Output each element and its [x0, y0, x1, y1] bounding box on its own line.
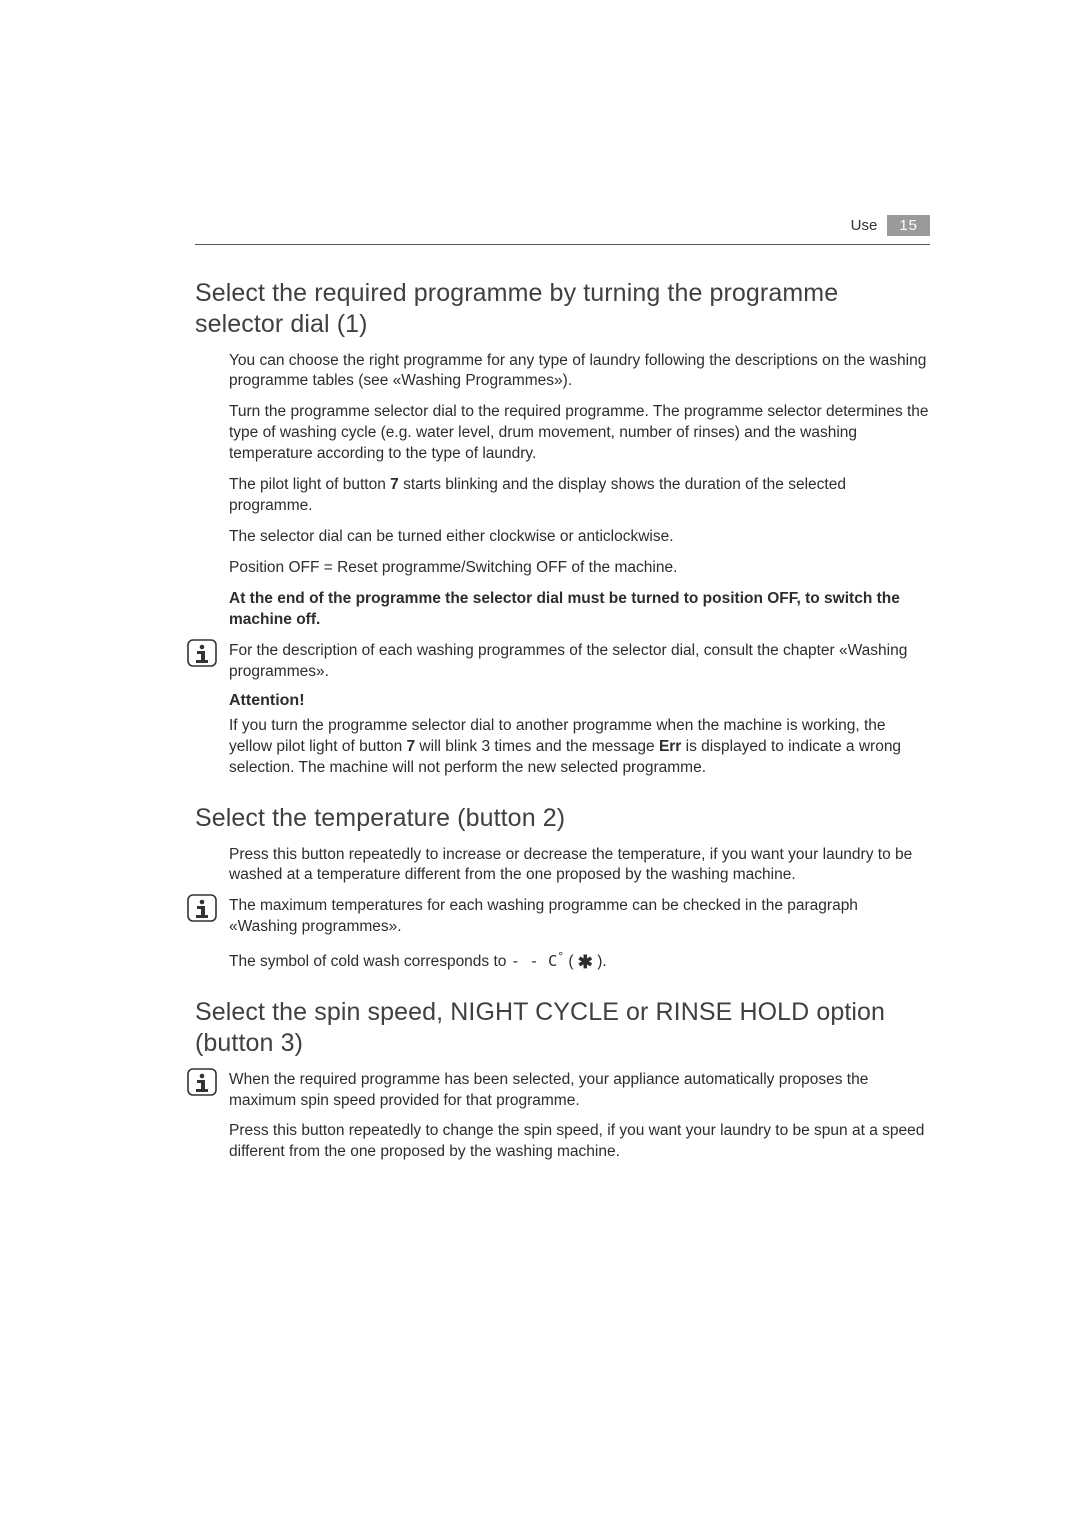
header-rule	[195, 244, 930, 245]
paragraph: The pilot light of button 7 starts blink…	[229, 475, 930, 517]
cold-wash-symbol: - - C°	[511, 952, 564, 970]
section-title-programme: Select the required programme by turning…	[195, 278, 930, 341]
text-run: For the description of each washing prog…	[229, 642, 704, 659]
section-label: Use	[851, 217, 878, 234]
paragraph: Press this button repeatedly to change t…	[229, 1121, 930, 1163]
section-body-temperature: Press this button repeatedly to increase…	[229, 845, 930, 974]
cold-wash-temp: - - C	[511, 952, 558, 970]
paragraph: Position OFF = Reset programme/Switching…	[229, 558, 930, 579]
degree-mark: °	[557, 950, 564, 963]
text-run: ).	[593, 953, 607, 970]
text-run: The symbol of cold wash corresponds to	[229, 953, 511, 970]
info-note: The maximum temperatures for each washin…	[229, 896, 930, 938]
section-title-temperature: Select the temperature (button 2)	[195, 803, 930, 834]
paragraph: If you turn the programme selector dial …	[229, 716, 930, 779]
text-run: The pilot light of button	[229, 476, 390, 493]
paragraph: The symbol of cold wash corresponds to -…	[229, 948, 930, 973]
paragraph: The maximum temperatures for each washin…	[229, 896, 930, 938]
section-body-programme: You can choose the right programme for a…	[229, 351, 930, 780]
paragraph: For the description of each washing prog…	[229, 641, 930, 683]
info-note: For the description of each washing prog…	[229, 641, 930, 683]
manual-page: Use 15 Select the required programme by …	[0, 0, 1080, 1527]
paragraph: The selector dial can be turned either c…	[229, 527, 930, 548]
page-header: Use 15	[195, 215, 930, 236]
page-content: Select the required programme by turning…	[195, 278, 930, 1173]
info-icon	[187, 894, 217, 922]
paragraph: You can choose the right programme for a…	[229, 351, 930, 393]
button-number: 7	[390, 476, 399, 493]
section-body-spin: When the required programme has been sel…	[229, 1070, 930, 1164]
paragraph-bold: At the end of the programme the selector…	[229, 589, 930, 631]
snowflake-icon: ✱	[578, 952, 593, 972]
button-number: 7	[407, 738, 416, 755]
text-run: will blink 3 times and the message	[415, 738, 659, 755]
page-number-box: 15	[887, 215, 930, 236]
err-message: Err	[659, 738, 681, 755]
info-icon	[187, 639, 217, 667]
attention-label: Attention!	[229, 692, 930, 710]
paragraph: Turn the programme selector dial to the …	[229, 402, 930, 465]
section-title-spin: Select the spin speed, NIGHT CYCLE or RI…	[195, 997, 930, 1060]
text-run: (	[564, 953, 578, 970]
info-icon	[187, 1068, 217, 1096]
info-note: When the required programme has been sel…	[229, 1070, 930, 1112]
paragraph: When the required programme has been sel…	[229, 1070, 930, 1112]
paragraph: Press this button repeatedly to increase…	[229, 845, 930, 887]
